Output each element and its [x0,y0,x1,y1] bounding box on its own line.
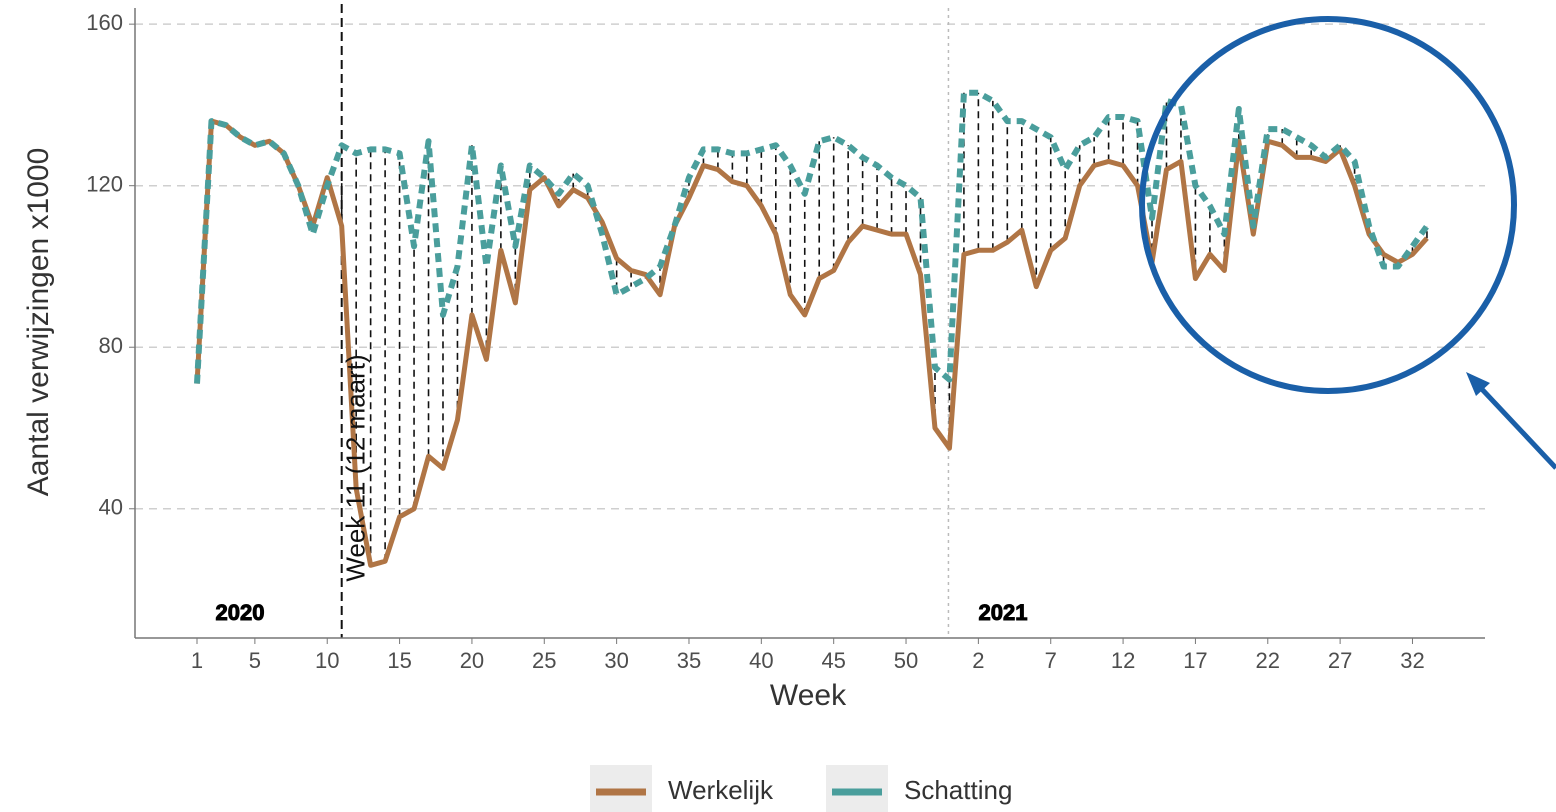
x-tick-label: 30 [604,648,628,673]
x-axis-title: Week [770,679,847,712]
x-tick-label: 2 [972,648,984,673]
x-tick-label: 40 [749,648,773,673]
x-tick-label: 12 [1111,648,1135,673]
year-label: 2020 [216,600,265,625]
arrow-shaft [1476,383,1556,470]
x-tick-label: 32 [1400,648,1424,673]
annotation: Week 11 (12 maart) [341,354,371,581]
arrow-head [1466,372,1490,396]
x-tick-label: 1 [191,648,203,673]
x-tick-label: 17 [1183,648,1207,673]
x-tick-label: 10 [315,648,339,673]
series-line [194,118,1429,568]
x-tick-label: 15 [387,648,411,673]
y-tick-label: 80 [99,333,123,358]
x-tick-label: 45 [821,648,845,673]
plot [135,4,1485,638]
x-tick-label: 25 [532,648,556,673]
legend-label: Schatting [904,775,1012,805]
y-tick-label: 120 [86,172,123,197]
year-label: 2021 [979,600,1028,625]
highlight-circle [1139,16,1517,394]
x-tick-label: 50 [894,648,918,673]
x-tick-label: 5 [249,648,261,673]
y-tick-label: 160 [86,10,123,35]
x-tick-label: 35 [677,648,701,673]
x-tick-label: 22 [1256,648,1280,673]
y-tick-label: 40 [99,495,123,520]
legend-label: Werkelijk [668,775,774,805]
x-tick-label: 20 [460,648,484,673]
y-axis-title: Aantal verwijzingen x1000 [22,148,55,497]
x-tick-label: 7 [1045,648,1057,673]
x-tick-label: 27 [1328,648,1352,673]
series-line [194,89,1430,384]
